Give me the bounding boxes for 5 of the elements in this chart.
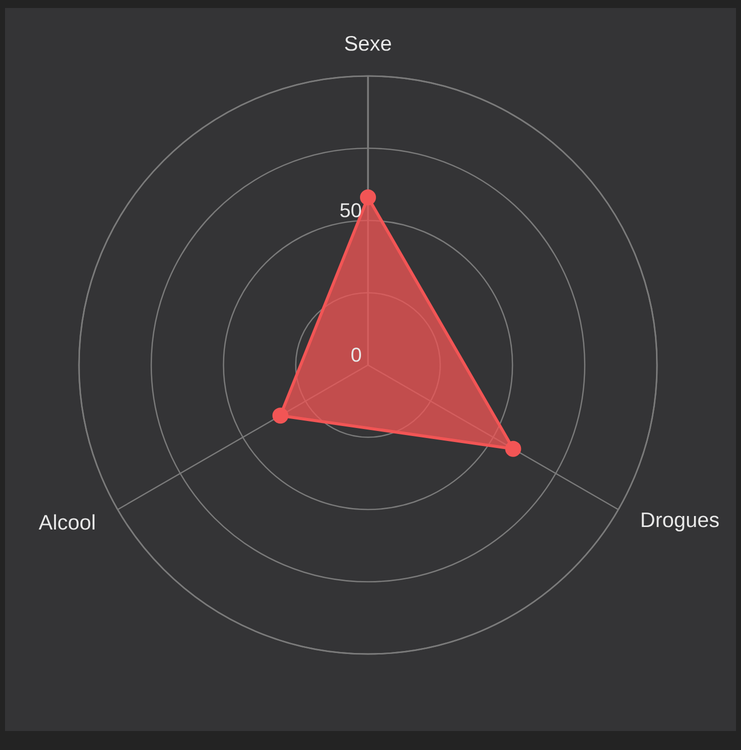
spoke-label: Drogues xyxy=(642,512,719,532)
y-tick-label: 0 xyxy=(351,348,362,362)
y-tick-label: 50 xyxy=(340,203,362,218)
spoke-label: Sexe xyxy=(345,36,391,51)
spoke-label: Alcool xyxy=(38,514,94,530)
